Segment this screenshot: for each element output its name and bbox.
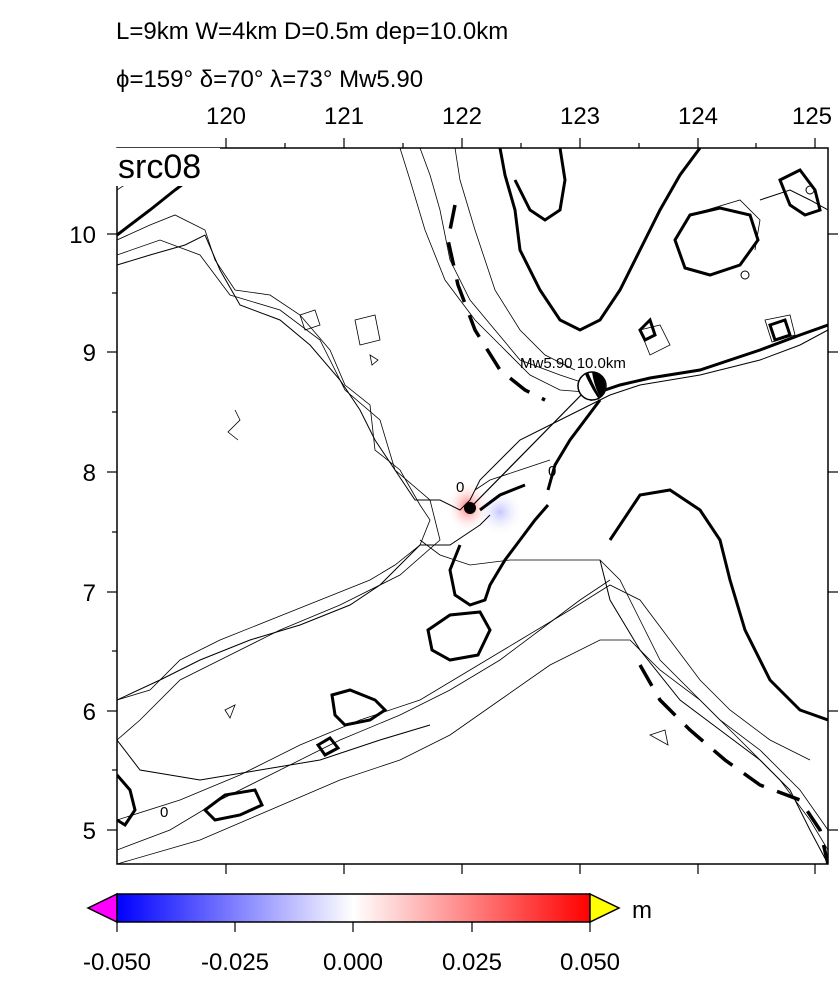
contour-label-3: 0 [160,804,168,821]
zero-contours [117,148,828,828]
colorbar-tick-1: -0.050 [83,949,151,976]
colorbar-tick-5: 0.050 [560,949,620,976]
bottom-axis [225,864,816,874]
island-marker [740,270,750,280]
lon-tick-124: 124 [678,103,718,130]
left-axis [107,233,117,831]
map-content: Mw5.90 10.0km 0 0 0 [117,148,828,864]
fault-trace [469,387,589,509]
focal-mechanism [577,371,607,401]
coastline [117,189,828,864]
source-label-bg [110,148,220,186]
title-line-2: ϕ=159° δ=70° λ=73° Mw5.90 [116,66,424,93]
lat-tick-6: 6 [83,699,96,726]
colorbar-tick-2: -0.025 [201,949,269,976]
right-axis [828,233,838,831]
lat-tick-10: 10 [69,222,96,249]
colorbar-under-triangle [86,892,118,924]
source-point [464,502,476,514]
lon-tick-125: 125 [792,103,832,130]
lon-tick-122: 122 [442,103,482,130]
event-label: Mw5.90 10.0km [520,355,626,372]
lon-tick-121: 121 [324,103,364,130]
island-marker [805,185,815,195]
source-label: src08 [118,148,201,186]
lat-tick-5: 5 [83,818,96,845]
top-axis [225,138,816,148]
subsidence-area [476,488,524,536]
colorbar-tick-4: 0.025 [442,949,502,976]
colorbar-tick-3: 0.000 [323,949,383,976]
colorbar-over-triangle [589,892,621,924]
lon-tick-120: 120 [206,103,246,130]
lon-tick-123: 123 [560,103,600,130]
lat-tick-9: 9 [83,340,96,367]
colorbar: -0.050 -0.025 0.000 0.025 0.050 m [83,892,652,976]
colorbar-unit: m [632,897,652,924]
lat-tick-8: 8 [83,460,96,487]
contour-label-1: 0 [456,479,464,496]
colorbar-gradient [116,893,591,923]
contour-label-2: 0 [548,463,556,480]
trench-lines [446,204,828,864]
title-line-1: L=9km W=4km D=0.5m dep=10.0km [116,18,509,45]
lat-tick-7: 7 [83,580,96,607]
